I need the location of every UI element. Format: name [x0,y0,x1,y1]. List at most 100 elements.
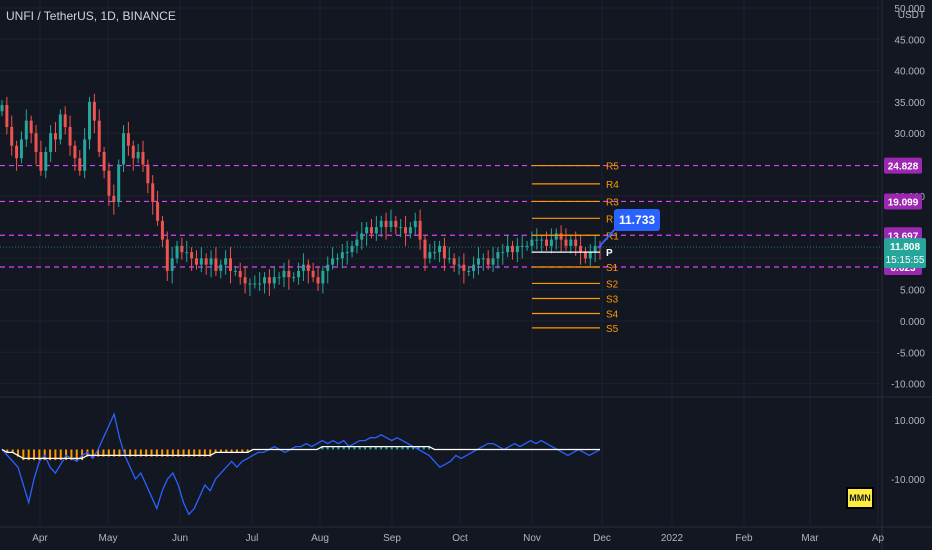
candle-body [156,202,160,221]
x-tick-label: Sep [383,533,401,544]
candle-body [433,252,437,254]
candle-body [462,264,466,271]
y-tick-label: -10.000 [891,380,925,391]
countdown-label: 15:15:55 [886,255,925,266]
candle-body [44,151,48,171]
candle-body [399,227,403,229]
candle-body [496,252,500,259]
candle-body [63,114,67,127]
x-tick-label: Jun [172,533,188,544]
y-tick-label: 45.000 [894,35,925,46]
candle-body [389,220,393,228]
price-tag-label: 19.099 [888,197,919,208]
osc-tick-label: -10.000 [891,475,925,486]
candle-body [24,120,28,140]
candle-body [15,145,19,159]
candle-body [535,239,539,241]
candle-body [175,245,179,259]
candle-body [219,264,223,271]
candle-body [574,239,578,246]
pivot-label: S1 [606,263,619,274]
candle-body [530,239,534,246]
x-tick-label: Aug [311,533,329,544]
x-tick-label: Mar [801,533,819,544]
candle-body [238,270,242,278]
candle-body [569,239,573,246]
y-tick-label: 5.000 [900,286,925,297]
currency-label: USDT [898,10,925,21]
candle-body [476,258,480,265]
candle-body [452,258,456,265]
x-tick-label: Ap [872,533,885,544]
candle-body [272,277,276,284]
candle-body [141,151,145,165]
candle-body [554,233,558,240]
pivot-label: R5 [606,162,619,173]
candle-body [34,133,38,152]
candle-body [335,258,339,260]
candle-body [501,252,505,254]
candle-body [442,245,446,259]
candle-body [287,270,291,278]
osc-main-line [1,412,601,516]
candle-body [102,151,106,171]
candle-body [418,220,422,240]
symbol-title: UNFI / TetherUS, 1D, BINANCE [6,9,176,23]
candle-body [10,126,14,146]
pivot-label: S5 [606,324,619,335]
candle-body [340,252,344,259]
price-tag-bg [884,193,922,210]
indicator-badge[interactable]: MMN [846,487,874,509]
candle-body [404,227,408,234]
candle-body [88,101,92,140]
candle-body [243,277,247,284]
candle-body [5,105,9,127]
candle-body [428,252,432,259]
osc-signal-line [1,445,600,460]
pivot-label: R3 [606,197,619,208]
candle-body [97,120,101,152]
candle-body [248,283,252,285]
candle-body [481,258,485,260]
candle-body [355,239,359,246]
candle-body [545,239,549,246]
candle-body [19,139,23,159]
candle-body [423,239,427,259]
candle-body [122,133,126,165]
candle-body [515,245,519,253]
callout-pointer [597,227,617,249]
candle-body [326,264,330,271]
candle-body [384,220,388,228]
x-tick-label: Dec [593,533,611,544]
candle-body [316,277,320,284]
y-tick-label: -5.000 [897,348,926,359]
pivot-label: P [606,248,613,259]
y-tick-label: 0.000 [900,317,925,328]
pivot-label: S2 [606,279,619,290]
candle-body [369,227,373,234]
candle-body [49,133,53,152]
y-tick-label: 40.000 [894,67,925,78]
candle-body [301,264,305,271]
candle-body [180,245,184,253]
y-tick-label: 50.000 [894,4,925,15]
candle-body [78,158,82,171]
candle-body [321,270,325,284]
candle-body [379,220,383,228]
candle-body [374,227,378,234]
candle-body [408,227,412,234]
candle-body [306,264,310,271]
pivot-label: S3 [606,294,619,305]
candle-body [209,258,213,265]
candle-body [73,145,77,159]
candle-body [472,264,476,271]
pivot-label: R4 [606,180,619,191]
x-tick-label: Feb [735,533,753,544]
candle-body [199,258,203,265]
candle-body [506,245,510,253]
candle-body [457,264,461,266]
candle-body [0,105,4,112]
x-tick-label: Apr [32,533,48,544]
candle-body [160,220,164,240]
